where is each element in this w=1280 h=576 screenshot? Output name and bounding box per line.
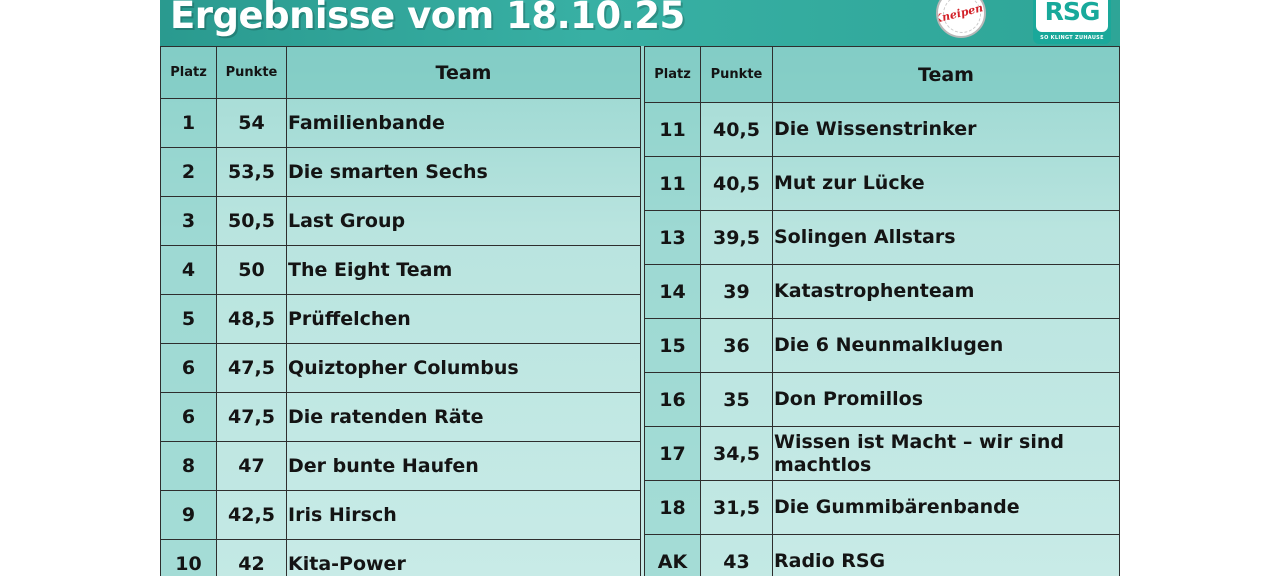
table-row: 15 36 Die 6 Neunmalklugen [644, 318, 1120, 373]
platz-cell: 6 [160, 392, 217, 442]
team-name-cell: Wissen ist Macht – wir sind machtlos [772, 426, 1120, 481]
rsg-logo-claim: SO KLINGT ZUHAUSE [1040, 35, 1104, 41]
team-name-cell: Solingen Allstars [772, 210, 1120, 265]
team-name-cell: Der bunte Haufen [286, 441, 641, 491]
punkte-cell: 42,5 [216, 490, 287, 540]
table-row: 17 34,5 Wissen ist Macht – wir sind machtl… [644, 426, 1120, 481]
platz-cell: 17 [644, 426, 701, 481]
results-right-body: 11 40,5 Die Wissenstrinker 11 40,5 Mut zur Lü… [644, 102, 1120, 576]
team-name-cell: Radio RSG [772, 534, 1120, 576]
table-row: 3 50,5 Last Group [160, 196, 641, 246]
table-row: 18 31,5 Die Gummibärenbande [644, 480, 1120, 535]
team-name-cell: The Eight Team [286, 245, 641, 295]
team-name-cell: Prüffelchen [286, 294, 641, 344]
team-name-cell: Don Promillos [772, 372, 1120, 427]
rsg-logo-box: radio RSG [1036, 0, 1108, 32]
platz-cell: 11 [644, 156, 701, 211]
punkte-cell: 39 [700, 264, 773, 319]
punkte-cell: 43 [700, 534, 773, 576]
results-table-right: Platz Punkte Team 11 40,5 Die Wissenstrink… [644, 46, 1120, 576]
table-row: 9 42,5 Iris Hirsch [160, 490, 641, 540]
team-name-cell: Die Wissenstrinker [772, 102, 1120, 157]
team-name-cell: Die smarten Sechs [286, 147, 641, 197]
platz-cell: 1 [160, 98, 217, 148]
punkte-cell: 50,5 [216, 196, 287, 246]
table-row: 6 47,5 Die ratenden Räte [160, 392, 641, 442]
column-header-platz: Platz [644, 46, 701, 103]
punkte-cell: 54 [216, 98, 287, 148]
kneipenquiz-logo: Kneipenquiz [936, 0, 986, 38]
punkte-cell: 40,5 [700, 156, 773, 211]
platz-cell: 4 [160, 245, 217, 295]
table-row: 5 48,5 Prüffelchen [160, 294, 641, 344]
punkte-cell: 35 [700, 372, 773, 427]
punkte-cell: 50 [216, 245, 287, 295]
platz-cell: 9 [160, 490, 217, 540]
punkte-cell: 42 [216, 539, 287, 576]
platz-cell: 10 [160, 539, 217, 576]
table-row: 2 53,5 Die smarten Sechs [160, 147, 641, 197]
team-name-cell: Iris Hirsch [286, 490, 641, 540]
table-row: 13 39,5 Solingen Allstars [644, 210, 1120, 265]
platz-cell: 2 [160, 147, 217, 197]
table-row: 16 35 Don Promillos [644, 372, 1120, 427]
column-header-punkte: Punkte [216, 46, 287, 99]
punkte-cell: 31,5 [700, 480, 773, 535]
platz-cell: 5 [160, 294, 217, 344]
punkte-cell: 40,5 [700, 102, 773, 157]
team-name-cell: Last Group [286, 196, 641, 246]
page-title: Ergebnisse vom 18.10.25 [170, 0, 685, 37]
column-header-punkte: Punkte [700, 46, 773, 103]
radio-rsg-logo: radio RSG SO KLINGT ZUHAUSE [1033, 0, 1111, 44]
platz-cell: 18 [644, 480, 701, 535]
table-row: 11 40,5 Mut zur Lücke [644, 156, 1120, 211]
platz-cell: 11 [644, 102, 701, 157]
punkte-cell: 34,5 [700, 426, 773, 481]
team-name-cell: Mut zur Lücke [772, 156, 1120, 211]
punkte-cell: 47,5 [216, 343, 287, 393]
punkte-cell: 47 [216, 441, 287, 491]
team-name-cell: Die ratenden Räte [286, 392, 641, 442]
table-header-row: Platz Punkte Team [644, 46, 1120, 103]
table-row: 8 47 Der bunte Haufen [160, 441, 641, 491]
punkte-cell: 47,5 [216, 392, 287, 442]
platz-cell: AK [644, 534, 701, 576]
platz-cell: 3 [160, 196, 217, 246]
table-row: 10 42 Kita-Power [160, 539, 641, 576]
table-row: 1 54 Familienbande [160, 98, 641, 148]
platz-cell: 13 [644, 210, 701, 265]
results-board: Ergebnisse vom 18.10.25 Kneipenquiz radi… [160, 0, 1120, 576]
table-row: 6 47,5 Quiztopher Columbus [160, 343, 641, 393]
table-row: 11 40,5 Die Wissenstrinker [644, 102, 1120, 157]
column-header-team: Team [286, 46, 641, 99]
team-name-cell: Die Gummibärenbande [772, 480, 1120, 535]
logo-ring [943, 0, 981, 33]
rsg-logo-name: RSG [1044, 0, 1101, 26]
punkte-cell: 53,5 [216, 147, 287, 197]
platz-cell: 6 [160, 343, 217, 393]
team-name-cell: Familienbande [286, 98, 641, 148]
table-row: AK 43 Radio RSG [644, 534, 1120, 576]
platz-cell: 16 [644, 372, 701, 427]
team-name-cell: Quiztopher Columbus [286, 343, 641, 393]
column-header-platz: Platz [160, 46, 217, 99]
platz-cell: 15 [644, 318, 701, 373]
table-row: 4 50 The Eight Team [160, 245, 641, 295]
team-name-cell: Die 6 Neunmalklugen [772, 318, 1120, 373]
punkte-cell: 39,5 [700, 210, 773, 265]
table-header-row: Platz Punkte Team [160, 46, 641, 99]
team-name-cell: Katastrophenteam [772, 264, 1120, 319]
punkte-cell: 48,5 [216, 294, 287, 344]
title-bar: Ergebnisse vom 18.10.25 Kneipenquiz radi… [160, 0, 1120, 46]
table-row: 14 39 Katastrophenteam [644, 264, 1120, 319]
column-header-team: Team [772, 46, 1120, 103]
team-name-cell: Kita-Power [286, 539, 641, 576]
punkte-cell: 36 [700, 318, 773, 373]
platz-cell: 14 [644, 264, 701, 319]
results-left-body: 1 54 Familienbande 2 53,5 Die smarten Sechs 3 5… [160, 98, 641, 576]
results-table-left: Platz Punkte Team 1 54 Familienbande 2 53,5 D… [160, 46, 641, 576]
platz-cell: 8 [160, 441, 217, 491]
